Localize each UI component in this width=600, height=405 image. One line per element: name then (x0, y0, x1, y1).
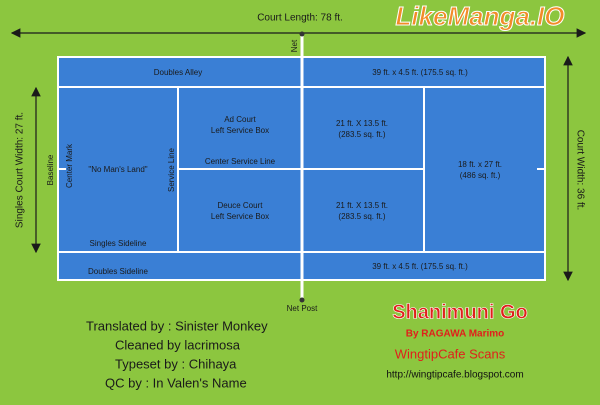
singles-sideline-label: Singles Sideline (90, 239, 147, 248)
series-author: By RAGAWA Marimo (406, 329, 505, 340)
credit: Cleaned by lacrimosa (115, 337, 241, 352)
scan-group: WingtipCafe Scans (395, 346, 506, 361)
alley-area: 39 ft. x 4.5 ft. (175.5 sq. ft.) (372, 262, 468, 271)
net-post-bottom (299, 297, 305, 303)
ad-court-label: Ad Court (224, 115, 256, 124)
credit: Translated by : Sinister Monkey (86, 318, 268, 333)
deuce-court-label: Deuce Court (218, 201, 264, 210)
deuce-court-label: Left Service Box (211, 212, 269, 221)
ad-area: (283.5 sq. ft.) (338, 130, 385, 139)
deuce-area: 21 ft. X 13.5 ft. (336, 201, 388, 210)
service-line-label: Service Line (167, 147, 176, 192)
series-title: Shanimuni Go (392, 301, 528, 323)
scan-url: http://wingtipcafe.blogspot.com (386, 370, 523, 381)
credit: QC by : In Valen's Name (105, 375, 247, 390)
center-mark-label: Center Mark (65, 143, 74, 188)
center-service-line-label: Center Service Line (205, 157, 276, 166)
court-width-label: Court Width: 36 ft. (574, 130, 585, 211)
ad-area: 21 ft. X 13.5 ft. (336, 119, 388, 128)
net-post-label: Net Post (287, 304, 318, 313)
net-label: Net (290, 39, 299, 52)
deuce-area: (283.5 sq. ft.) (338, 212, 385, 221)
alley-area: 39 ft. x 4.5 ft. (175.5 sq. ft.) (372, 68, 468, 77)
doubles-alley-label: Doubles Alley (154, 68, 202, 77)
doubles-sideline-label: Doubles Sideline (88, 267, 149, 276)
singles-width-label: Singles Court Width: 27 ft. (15, 112, 26, 228)
baseline-label: Baseline (46, 154, 55, 185)
watermark: LikeManga.IO (395, 1, 564, 31)
credit: Typeset by : Chihaya (115, 356, 237, 371)
no-mans-land-label: "No Man's Land" (88, 165, 147, 174)
length-label: Court Length: 78 ft. (257, 13, 343, 24)
back-area: 18 ft. x 27 ft. (458, 160, 502, 169)
back-area: (486 sq. ft.) (460, 171, 501, 180)
ad-court-label: Left Service Box (211, 126, 269, 135)
net-post-top (299, 31, 305, 37)
